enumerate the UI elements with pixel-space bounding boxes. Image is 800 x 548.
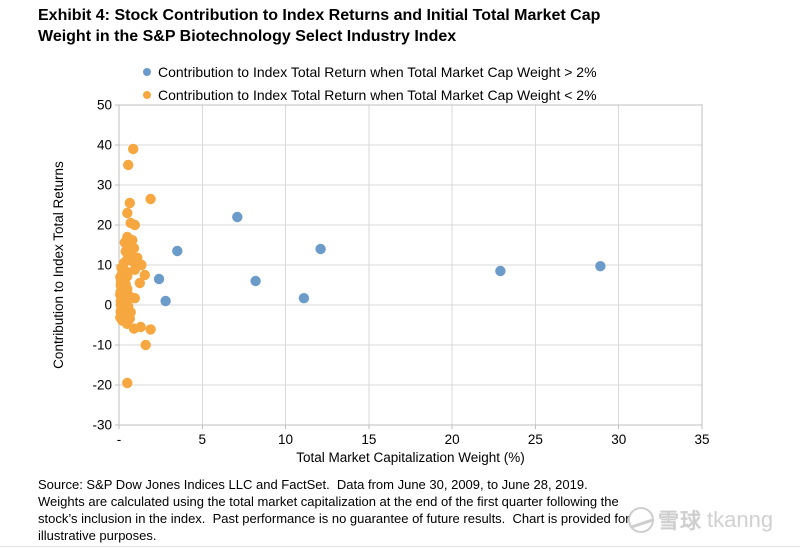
source-note: Source: S&P Dow Jones Indices LLC and Fa… xyxy=(38,476,778,544)
chart-title: Exhibit 4: Stock Contribution to Index R… xyxy=(38,5,758,47)
watermark-username: tkanng xyxy=(707,507,774,532)
snowball-logo-icon xyxy=(628,507,654,533)
data-point-weight-gt-2pct xyxy=(232,211,243,223)
data-point-weight-lt-2pct xyxy=(129,264,140,275)
x-tick-label: 20 xyxy=(445,432,460,447)
data-point-weight-lt-2pct xyxy=(145,193,156,205)
y-tick-label: 50 xyxy=(97,98,112,113)
chart-title-line1: Exhibit 4: Stock Contribution to Index R… xyxy=(38,7,601,24)
watermark-site-name: 雪球 xyxy=(658,510,702,533)
source-note-line2: Weights are calculated using the total m… xyxy=(38,494,619,509)
y-axis-title: Contribution to Index Total Returns xyxy=(51,161,66,369)
x-tick-label: 15 xyxy=(361,432,376,447)
data-point-weight-gt-2pct xyxy=(495,265,506,277)
x-tick-label: 25 xyxy=(528,432,543,447)
legend-item-weight-lt-2pct: Contribution to Index Total Return when … xyxy=(143,83,597,106)
data-point-weight-gt-2pct xyxy=(172,245,183,257)
y-tick-label: 0 xyxy=(104,298,112,313)
data-point-weight-gt-2pct xyxy=(595,261,606,272)
data-point-weight-lt-2pct xyxy=(129,293,140,304)
y-tick-label: -10 xyxy=(92,338,112,353)
source-note-line1: Source: S&P Dow Jones Indices LLC and Fa… xyxy=(38,477,588,492)
x-tick-label: - xyxy=(117,432,122,447)
data-point-weight-lt-2pct xyxy=(123,159,134,171)
bottom-divider xyxy=(0,546,800,547)
data-point-weight-lt-2pct xyxy=(122,377,133,389)
y-tick-label: 10 xyxy=(97,258,112,273)
data-point-weight-lt-2pct xyxy=(128,323,140,334)
scatter-plot: 50 40 30 20 10 0 -10 -20 -30- 5 10 15 20 25 30 35 Total … xyxy=(51,98,710,466)
x-tick-label: 35 xyxy=(694,432,709,447)
source-note-line4: illustrative purposes. xyxy=(38,528,157,543)
legend-item-weight-gt-2pct: Contribution to Index Total Return when … xyxy=(143,60,597,83)
chart-title-line2: Weight in the S&P Biotechnology Select I… xyxy=(38,28,457,45)
data-point-weight-lt-2pct xyxy=(139,269,150,281)
data-point-weight-gt-2pct xyxy=(315,243,326,255)
y-tick-label: -30 xyxy=(92,418,112,433)
data-point-weight-gt-2pct xyxy=(160,295,171,307)
data-point-weight-gt-2pct xyxy=(153,273,165,285)
data-point-weight-lt-2pct xyxy=(128,143,139,155)
data-point-weight-lt-2pct xyxy=(140,339,151,351)
y-tick-label: -20 xyxy=(92,378,112,393)
x-tick-label: 5 xyxy=(199,432,207,447)
watermark: 雪球 tkanng xyxy=(628,505,773,535)
legend-label-gt-2pct: Contribution to Index Total Return when … xyxy=(158,63,597,80)
data-point-weight-lt-2pct xyxy=(124,197,135,209)
source-note-line3: stock’s inclusion in the index. Past per… xyxy=(38,511,630,526)
legend-marker-orange-icon xyxy=(143,90,151,99)
y-tick-label: 30 xyxy=(97,178,112,193)
data-point-weight-gt-2pct xyxy=(250,275,261,287)
y-tick-label: 20 xyxy=(97,218,112,233)
data-point-weight-lt-2pct xyxy=(134,277,145,289)
data-point-weight-gt-2pct xyxy=(298,293,310,304)
y-tick-label: 40 xyxy=(97,138,112,153)
data-point-weight-lt-2pct xyxy=(122,207,133,219)
legend: Contribution to Index Total Return when … xyxy=(143,60,597,106)
x-tick-label: 30 xyxy=(611,432,626,447)
x-tick-label: 10 xyxy=(278,432,293,447)
legend-marker-blue-icon xyxy=(143,67,151,76)
data-point-weight-lt-2pct xyxy=(129,219,140,231)
data-point-weight-lt-2pct xyxy=(145,324,156,335)
legend-label-lt-2pct: Contribution to Index Total Return when … xyxy=(158,86,597,103)
x-axis-title: Total Market Capitalization Weight (%) xyxy=(296,450,525,465)
